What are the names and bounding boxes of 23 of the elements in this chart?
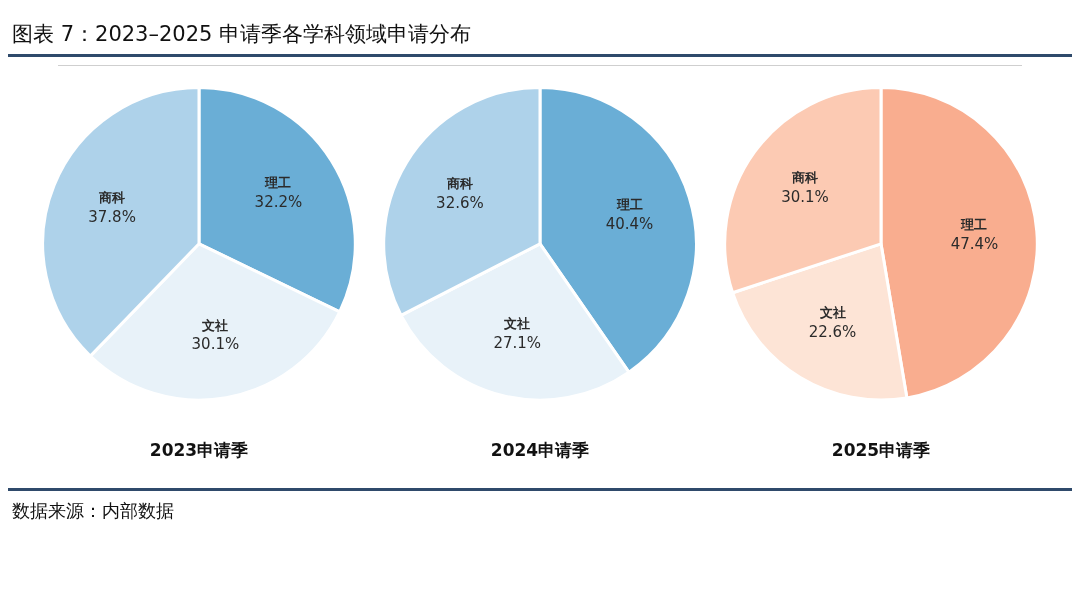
slice-label: 理工	[615, 197, 643, 213]
text: 2023申请季	[149, 440, 248, 461]
text: 2024申请季	[490, 440, 590, 461]
source-note: 数据来源：内部数据	[11, 499, 175, 523]
data-label: 27.1%	[493, 333, 542, 352]
data-label: 22.6%	[809, 322, 857, 341]
data-label: 32.2%	[254, 192, 302, 211]
slice-label: 文社	[201, 317, 229, 333]
data-label: 30.1%	[191, 335, 239, 354]
slice-label: 文社	[503, 316, 531, 332]
slice-label: 理工	[264, 175, 292, 191]
data-label: 40.4%	[605, 214, 654, 233]
text: 2025申请季	[832, 440, 931, 461]
slice-label: 文社	[818, 305, 846, 321]
slice-label: 商科	[445, 176, 473, 192]
text: 图表 7：2023–2025 申请季各学科领域申请分布	[11, 21, 473, 48]
slice-label: 理工	[960, 217, 988, 233]
slice-label: 商科	[791, 170, 819, 186]
data-label: 32.6%	[436, 193, 484, 212]
data-label: 30.1%	[781, 187, 830, 206]
slice-label: 商科	[97, 190, 125, 205]
data-label: 37.8%	[87, 207, 136, 226]
data-label: 47.4%	[950, 234, 999, 253]
